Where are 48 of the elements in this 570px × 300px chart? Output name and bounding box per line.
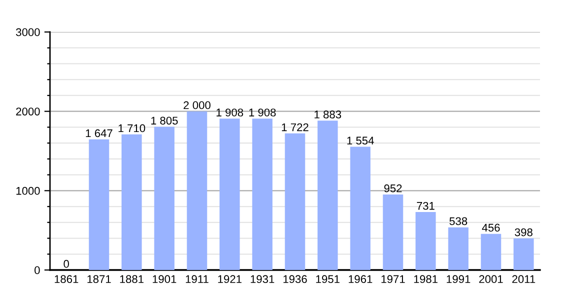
data-label: 1 908 <box>216 108 244 116</box>
bar <box>252 118 272 270</box>
data-label: 456 <box>482 224 500 232</box>
data-label: 1 647 <box>86 129 112 138</box>
x-tick-label: 1971 <box>381 275 405 284</box>
bar <box>220 118 240 270</box>
bar <box>122 134 142 270</box>
bar <box>154 126 174 270</box>
y-tick-label: 0 <box>34 266 40 274</box>
x-tick-label: 1871 <box>87 275 111 284</box>
bar <box>416 212 436 270</box>
x-tick-label: 1861 <box>54 275 78 284</box>
bar <box>514 238 534 270</box>
data-label: 398 <box>514 228 532 236</box>
data-label: 731 <box>416 202 434 210</box>
data-label: 1 554 <box>347 136 374 145</box>
bar <box>350 146 370 270</box>
bar <box>186 111 208 270</box>
data-label: 2 000 <box>184 101 210 110</box>
data-label: 538 <box>450 217 468 226</box>
x-tick-label: 1911 <box>186 275 208 284</box>
x-tick-label: 1961 <box>348 275 372 284</box>
bar <box>448 227 468 270</box>
data-label: 1 710 <box>118 124 146 132</box>
x-tick-label: 1936 <box>283 275 307 284</box>
data-label: 952 <box>384 184 402 192</box>
x-tick-label: 1931 <box>250 275 274 284</box>
bar <box>382 194 404 270</box>
data-label: 1 805 <box>151 116 178 125</box>
x-tick-label: 1951 <box>316 275 340 284</box>
bar <box>480 234 502 270</box>
y-tick-label: 1000 <box>16 186 40 195</box>
y-tick-label: 3000 <box>16 28 40 36</box>
x-tick-label: 2011 <box>512 275 536 284</box>
y-tick-label: 2000 <box>16 108 40 116</box>
x-tick-label: 1881 <box>120 275 144 284</box>
bar <box>318 120 338 270</box>
x-tick-label: 1981 <box>414 275 438 284</box>
x-tick-label: 1921 <box>218 275 242 284</box>
data-label: 1 883 <box>314 110 342 118</box>
bar <box>284 133 306 270</box>
data-label: 1 908 <box>249 108 276 116</box>
x-tick-label: 1991 <box>446 275 470 284</box>
data-label: 1 722 <box>282 123 308 132</box>
data-label: 0 <box>64 260 69 268</box>
x-tick-label: 2001 <box>479 275 503 284</box>
x-tick-label: 1901 <box>152 275 176 284</box>
bar <box>88 139 110 270</box>
